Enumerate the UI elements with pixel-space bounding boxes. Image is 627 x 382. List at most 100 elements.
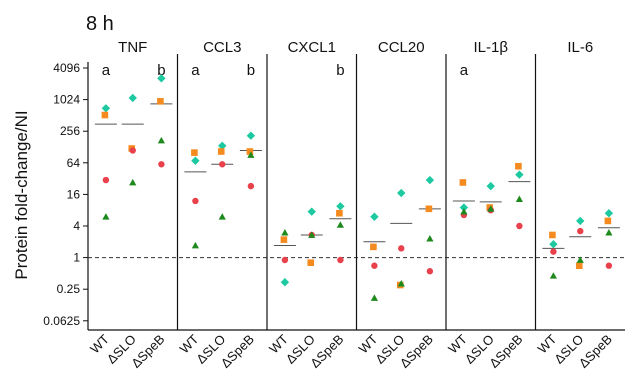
data-point-circle bbox=[192, 197, 199, 205]
significance-letter: b bbox=[247, 62, 255, 79]
data-point-square bbox=[515, 162, 522, 170]
significance-letter: a bbox=[102, 62, 111, 79]
data-point-square bbox=[549, 231, 556, 239]
data-point-triangle bbox=[308, 231, 316, 238]
data-point-circle bbox=[281, 256, 289, 264]
data-point-diamond bbox=[157, 74, 166, 83]
data-point-circle bbox=[426, 268, 434, 275]
data-point-triangle bbox=[605, 228, 613, 236]
data-point-triangle bbox=[576, 256, 584, 263]
significance-letter: a bbox=[191, 62, 200, 79]
data-point-diamond bbox=[246, 131, 256, 140]
data-point-circle bbox=[129, 147, 136, 154]
data-point-diamond bbox=[101, 104, 111, 113]
data-point-triangle bbox=[370, 294, 378, 301]
data-point-square bbox=[157, 98, 164, 105]
panel-title: CXCL1 bbox=[288, 39, 336, 56]
data-point-circle bbox=[605, 262, 613, 269]
data-point-diamond bbox=[576, 216, 585, 226]
data-point-circle bbox=[102, 176, 110, 184]
panel-title: IL-6 bbox=[567, 39, 593, 56]
y-axis-label: Protein fold-change/NI bbox=[12, 110, 31, 279]
data-point-circle bbox=[577, 227, 584, 235]
x-tick-label: ΔSpeB bbox=[576, 332, 615, 371]
data-point-triangle bbox=[397, 279, 405, 287]
panel-title: IL-1β bbox=[474, 39, 509, 56]
data-point-square bbox=[217, 148, 225, 155]
data-point-diamond bbox=[459, 203, 469, 212]
data-point-square bbox=[101, 111, 109, 119]
data-point-diamond bbox=[191, 156, 200, 165]
data-point-square bbox=[370, 243, 377, 251]
y-tick-label: 16 bbox=[67, 187, 81, 201]
data-point-diamond bbox=[218, 141, 227, 150]
x-tick-label: ΔSpeB bbox=[486, 332, 525, 371]
y-tick-label: 256 bbox=[60, 124, 80, 138]
data-point-circle bbox=[337, 256, 344, 264]
data-point-triangle bbox=[247, 151, 255, 158]
panel-title: CCL3 bbox=[203, 39, 241, 56]
data-point-square bbox=[425, 205, 433, 213]
data-point-triangle bbox=[281, 228, 289, 236]
data-point-square bbox=[575, 262, 583, 270]
data-point-square bbox=[459, 179, 467, 186]
y-tick-label: 1024 bbox=[53, 93, 80, 107]
y-tick-label: 0.0625 bbox=[43, 314, 80, 328]
data-point-triangle bbox=[129, 178, 137, 186]
data-point-circle bbox=[550, 248, 557, 255]
y-tick-label: 4096 bbox=[53, 61, 80, 75]
data-point-circle bbox=[516, 222, 523, 230]
significance-letter: a bbox=[460, 62, 469, 79]
data-point-triangle bbox=[549, 272, 557, 279]
data-point-circle bbox=[247, 182, 255, 190]
data-point-triangle bbox=[426, 235, 434, 242]
data-point-triangle bbox=[157, 136, 165, 144]
data-point-triangle bbox=[191, 241, 199, 249]
data-point-square bbox=[246, 148, 254, 155]
x-tick-label: ΔSpeB bbox=[307, 332, 346, 371]
data-point-square bbox=[604, 217, 612, 225]
data-point-diamond bbox=[280, 277, 290, 287]
data-point-circle bbox=[398, 245, 405, 252]
data-point-diamond bbox=[515, 170, 524, 179]
significance-letter: b bbox=[336, 62, 344, 79]
panel-title: CCL20 bbox=[378, 39, 425, 56]
data-point-triangle bbox=[460, 208, 468, 215]
data-point-diamond bbox=[425, 175, 435, 185]
data-point-diamond bbox=[397, 188, 406, 198]
y-tick-label: 0.25 bbox=[57, 282, 81, 296]
data-point-square bbox=[280, 236, 288, 243]
panel-title: TNF bbox=[118, 39, 147, 56]
data-point-diamond bbox=[128, 93, 137, 103]
data-point-diamond bbox=[549, 240, 558, 249]
data-point-diamond bbox=[486, 181, 495, 191]
data-point-triangle bbox=[336, 221, 344, 228]
data-point-triangle bbox=[218, 213, 226, 220]
chart-title: 8 h bbox=[86, 13, 114, 35]
data-point-circle bbox=[219, 161, 226, 168]
data-point-circle bbox=[371, 262, 378, 269]
data-point-diamond bbox=[336, 202, 345, 211]
y-tick-label: 64 bbox=[67, 156, 81, 170]
data-point-triangle bbox=[102, 213, 110, 220]
data-point-square bbox=[307, 259, 315, 266]
data-point-square bbox=[336, 209, 343, 217]
data-point-circle bbox=[158, 161, 165, 168]
axes: 4096 1024 256 64 16 4 1 0.25 0.0625 bbox=[43, 61, 625, 331]
x-tick-label: ΔSpeB bbox=[397, 332, 436, 371]
data-point-square bbox=[191, 149, 198, 156]
significance-letter: b bbox=[157, 62, 165, 79]
data-point-triangle bbox=[487, 205, 495, 212]
data-point-diamond bbox=[604, 209, 614, 218]
y-tick-label: 1 bbox=[73, 251, 80, 265]
x-tick-label: ΔSpeB bbox=[128, 332, 167, 371]
data-point-triangle bbox=[515, 195, 523, 203]
